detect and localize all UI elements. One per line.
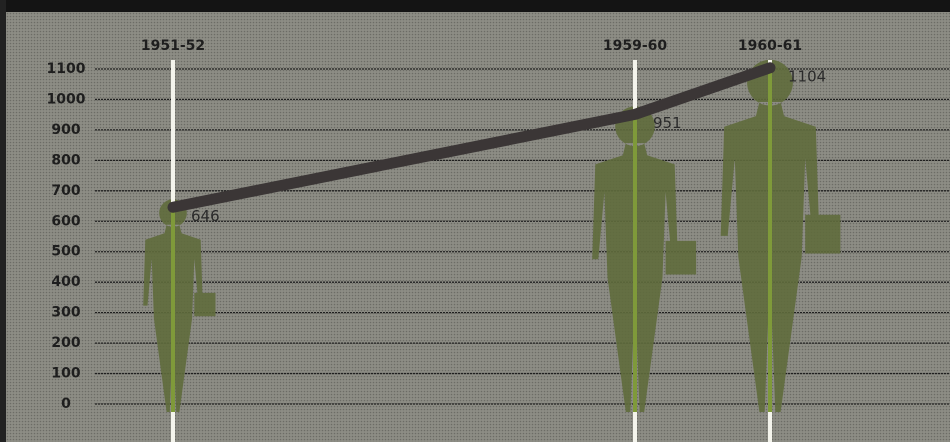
- y-tick-label: 900: [51, 122, 80, 138]
- x-tick-label: 1959-60: [603, 38, 668, 54]
- y-tick-label: 1000: [47, 91, 86, 107]
- y-tick-label: 1100: [47, 61, 86, 77]
- y-tick-label: 500: [51, 244, 80, 260]
- value-label: 951: [653, 114, 682, 132]
- value-label: 1104: [788, 67, 826, 85]
- y-tick-label: 0: [61, 396, 71, 412]
- top-band: [0, 0, 950, 12]
- x-tick-label: 1951-52: [141, 38, 205, 54]
- x-tick-label: 1960-61: [738, 38, 802, 54]
- value-label: 646: [191, 207, 220, 225]
- left-band: [0, 0, 6, 442]
- y-tick-label: 400: [51, 274, 80, 290]
- y-tick-label: 700: [51, 183, 80, 199]
- chart: 0 100 200 300 400 500 600 700 800 900 1000 1100 1951…: [0, 0, 950, 442]
- y-tick-label: 100: [51, 366, 80, 382]
- y-tick-label: 800: [51, 152, 80, 168]
- y-tick-label: 300: [51, 305, 80, 321]
- y-tick-label: 600: [51, 213, 80, 229]
- y-tick-label: 200: [51, 335, 80, 351]
